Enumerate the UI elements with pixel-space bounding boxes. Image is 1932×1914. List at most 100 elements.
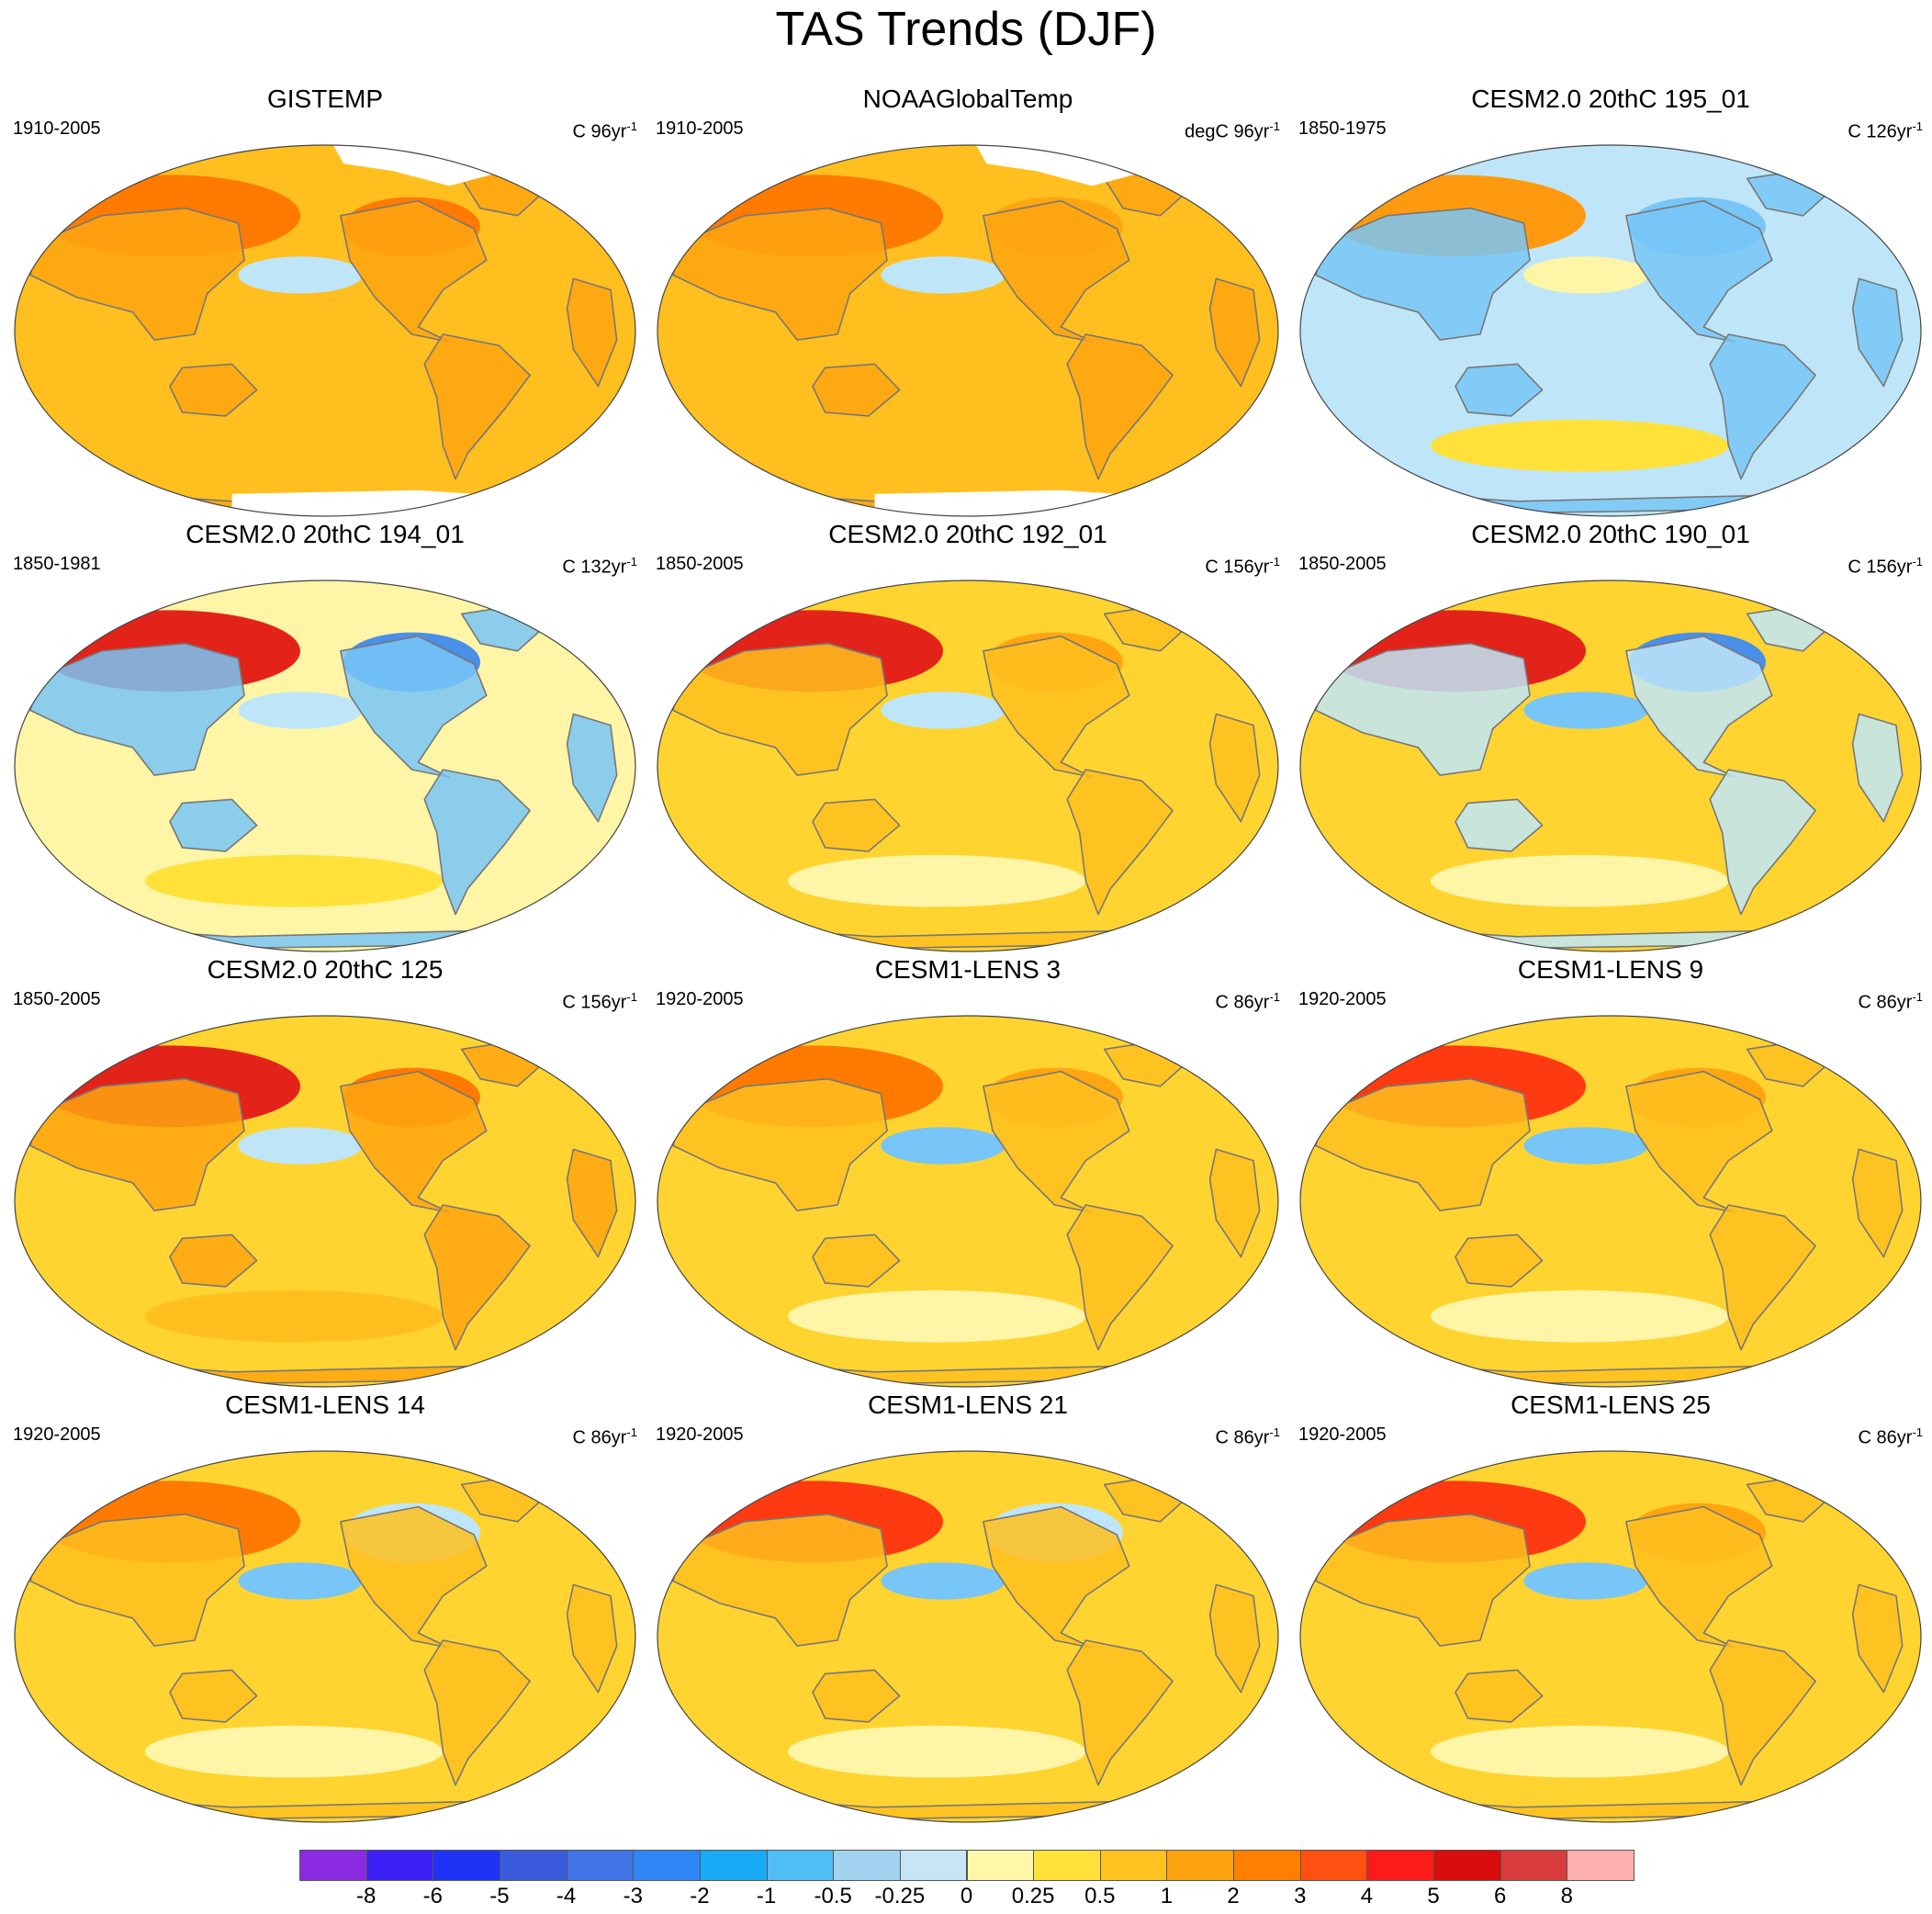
continent-outline bbox=[1455, 1669, 1544, 1723]
continent-outline bbox=[423, 1639, 531, 1786]
continent-outline bbox=[1455, 1233, 1544, 1288]
colorbar-swatch bbox=[1433, 1850, 1501, 1881]
panel-units-text: C 86yr bbox=[1858, 1427, 1913, 1448]
panel-period: 1920-2005 bbox=[656, 1424, 744, 1445]
continent-outline bbox=[812, 1669, 901, 1723]
map-border bbox=[1299, 1450, 1922, 1823]
continent-outline bbox=[566, 1583, 618, 1694]
colorbar-swatch bbox=[833, 1850, 901, 1881]
continent-outline bbox=[1066, 1639, 1174, 1786]
panel-units: C 96yr-1 bbox=[573, 116, 637, 143]
robinson-map bbox=[1299, 1015, 1922, 1388]
trend-anomaly-region bbox=[881, 1127, 1005, 1165]
panel-units-exponent: -1 bbox=[1269, 555, 1280, 569]
panel-units-exponent: -1 bbox=[1269, 119, 1280, 133]
trend-anomaly-region bbox=[238, 1562, 363, 1600]
continent-outline bbox=[672, 1077, 888, 1211]
map-border bbox=[1299, 144, 1922, 517]
panel-units: C 156yr-1 bbox=[1848, 551, 1923, 579]
colorbar-swatch bbox=[966, 1850, 1035, 1881]
continent-outline bbox=[983, 1505, 1130, 1649]
robinson-map bbox=[14, 580, 636, 952]
trend-anomaly-region bbox=[1523, 692, 1648, 729]
continent-outline bbox=[1625, 1505, 1773, 1649]
panel-units: C 156yr-1 bbox=[1205, 551, 1280, 579]
colorbar-tick-label: 0 bbox=[960, 1884, 973, 1908]
panel-units-text: C 156yr bbox=[1205, 557, 1270, 578]
continent-outline bbox=[423, 769, 531, 916]
robinson-map bbox=[657, 1450, 1279, 1823]
panel-units: C 86yr-1 bbox=[1216, 1422, 1280, 1449]
continent-outline bbox=[1709, 333, 1816, 480]
colorbar-tick-label: -6 bbox=[422, 1884, 443, 1908]
panel-units-text: C 156yr bbox=[1848, 557, 1913, 578]
continent-outline bbox=[1066, 1204, 1174, 1351]
colorbar-swatch bbox=[1033, 1850, 1101, 1881]
continent-outline bbox=[672, 207, 888, 341]
map-panel: CESM2.0 20thC 192_01 1850-2005 C 156yr-1 bbox=[646, 520, 1289, 955]
trend-anomaly-region bbox=[1523, 1127, 1648, 1165]
continent-outline bbox=[1851, 1148, 1904, 1258]
continent-outline bbox=[169, 1233, 258, 1288]
continent-outline bbox=[423, 1204, 531, 1351]
continent-outline bbox=[29, 642, 245, 776]
panel-title: CESM2.0 20thC 195_01 bbox=[1471, 84, 1750, 113]
panel-units-text: C 132yr bbox=[562, 557, 627, 578]
continent-outline bbox=[1208, 1583, 1261, 1694]
map-panel: CESM2.0 20thC 190_01 1850-2005 C 156yr-1 bbox=[1289, 520, 1932, 955]
continent-outline bbox=[1709, 769, 1816, 916]
continent-outline bbox=[1208, 713, 1261, 823]
continent-outline bbox=[1315, 1513, 1531, 1647]
robinson-map bbox=[657, 144, 1279, 517]
map-border bbox=[1299, 1015, 1922, 1388]
colorbar-tick-label: -2 bbox=[690, 1884, 710, 1908]
panel-period: 1850-2005 bbox=[656, 554, 744, 574]
panel-units-text: C 126yr bbox=[1848, 121, 1913, 142]
continent-outline bbox=[1455, 363, 1544, 417]
trend-anomaly-region bbox=[788, 1289, 1086, 1343]
continent-outline bbox=[566, 1148, 618, 1258]
continent-outline bbox=[1315, 1077, 1531, 1211]
map-panel: CESM1-LENS 25 1920-2005 C 86yr-1 bbox=[1289, 1390, 1932, 1826]
trend-anomaly-region bbox=[881, 1562, 1005, 1600]
colorbar-swatch bbox=[1233, 1850, 1301, 1881]
continent-outline bbox=[169, 363, 258, 417]
map-border bbox=[657, 580, 1279, 952]
trend-anomaly-region bbox=[788, 419, 1086, 472]
panel-period: 1920-2005 bbox=[656, 989, 744, 1009]
panel-units-text: C 86yr bbox=[572, 1427, 627, 1448]
continent-outline bbox=[1625, 1070, 1773, 1213]
trend-anomaly-region bbox=[1523, 1562, 1648, 1600]
trend-anomaly-region bbox=[788, 854, 1086, 907]
continent-outline bbox=[1851, 277, 1904, 388]
panel-units-exponent: -1 bbox=[626, 119, 637, 133]
panel-units-exponent: -1 bbox=[626, 555, 637, 569]
continent-outline bbox=[1709, 1204, 1816, 1351]
colorbar-swatch bbox=[499, 1850, 567, 1881]
colorbar-swatch bbox=[633, 1850, 701, 1881]
colorbar-swatch bbox=[899, 1850, 968, 1881]
panel-title: CESM1-LENS 9 bbox=[1517, 955, 1704, 984]
panel-period: 1910-2005 bbox=[656, 118, 744, 139]
trend-anomaly-region bbox=[145, 854, 444, 907]
panel-units: C 86yr-1 bbox=[1859, 986, 1923, 1014]
colorbar-tick-label: 4 bbox=[1360, 1884, 1374, 1908]
panel-units-exponent: -1 bbox=[1912, 990, 1923, 1004]
continent-outline bbox=[983, 199, 1130, 343]
continent-outline bbox=[1208, 1148, 1261, 1258]
robinson-map bbox=[14, 144, 636, 517]
panel-title: CESM2.0 20thC 192_01 bbox=[828, 520, 1107, 548]
robinson-map bbox=[14, 1450, 636, 1823]
continent-outline bbox=[340, 1070, 488, 1213]
colorbar-tick-label: 0.5 bbox=[1084, 1884, 1116, 1908]
trend-anomaly-region bbox=[238, 692, 363, 729]
continent-outline bbox=[1066, 769, 1174, 916]
colorbar-tick-label: -1 bbox=[756, 1884, 777, 1908]
colorbar-tick-label: -0.5 bbox=[814, 1884, 852, 1908]
panel-units-exponent: -1 bbox=[1912, 555, 1923, 569]
colorbar-tick-label: 1 bbox=[1160, 1884, 1174, 1908]
colorbar-swatch bbox=[766, 1850, 835, 1881]
continent-outline bbox=[340, 199, 488, 343]
continent-outline bbox=[169, 1669, 258, 1723]
robinson-map bbox=[1299, 1450, 1922, 1823]
